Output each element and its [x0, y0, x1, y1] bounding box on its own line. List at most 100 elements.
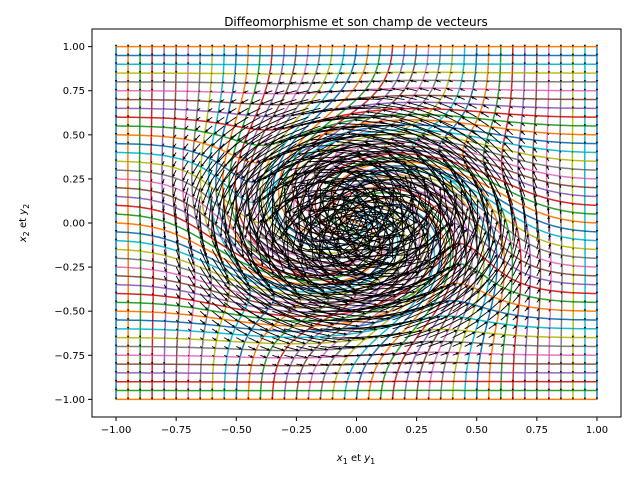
- vector-arrow-head: [490, 343, 493, 347]
- vector-arrow: [583, 388, 587, 391]
- vector-arrow: [138, 62, 142, 65]
- vector-arrow: [211, 53, 214, 56]
- vector-arrow: [500, 278, 513, 294]
- vector-arrow: [347, 132, 417, 145]
- vector-arrow-head: [537, 248, 541, 253]
- vector-arrow: [475, 388, 478, 391]
- vector-arrow-head: [470, 96, 475, 100]
- vector-arrow: [241, 143, 285, 180]
- x-axis-label: x1 et y1: [336, 453, 375, 466]
- vector-arrow: [361, 104, 393, 109]
- vector-arrow: [488, 221, 498, 259]
- vector-arrow: [511, 379, 514, 383]
- vector-arrow-head: [290, 355, 295, 359]
- vector-arrow: [501, 155, 514, 171]
- vector-arrow-head: [175, 240, 179, 244]
- vector-arrow: [442, 182, 454, 250]
- vector-arrow: [187, 397, 190, 400]
- vector-arrow: [229, 143, 261, 172]
- vector-arrow: [284, 160, 381, 187]
- vector-arrow-head: [357, 96, 361, 100]
- vector-arrow-head: [235, 172, 240, 176]
- vector-arrow-head: [272, 185, 277, 189]
- vector-arrow-head: [462, 155, 466, 159]
- vector-arrow: [438, 149, 478, 189]
- vector-arrow-head: [356, 170, 360, 174]
- vector-arrow: [356, 151, 441, 189]
- vector-arrow-head: [506, 302, 510, 306]
- vector-arrow-head: [234, 123, 238, 126]
- vector-arrow-head: [139, 232, 141, 234]
- vector-arrow: [175, 71, 178, 74]
- vector-arrow: [235, 249, 274, 293]
- vector-arrow: [353, 119, 405, 127]
- vector-arrow: [371, 116, 417, 127]
- vector-arrow-head: [208, 108, 211, 112]
- vector-arrow: [248, 293, 287, 317]
- vector-arrow-head: [450, 72, 452, 74]
- vector-arrow: [114, 282, 118, 286]
- vector-arrow-head: [151, 251, 154, 254]
- vector-arrow-head: [375, 71, 379, 75]
- vector-arrow-head: [196, 117, 200, 121]
- vector-arrow-head: [174, 222, 178, 226]
- vector-arrow: [386, 171, 430, 241]
- vector-arrow-head: [261, 363, 265, 366]
- y-tick-label: 0.50: [63, 130, 85, 141]
- vector-arrow: [475, 44, 478, 47]
- vector-arrow-head: [309, 194, 313, 198]
- vector-arrow: [359, 123, 417, 136]
- vector-arrow: [547, 53, 551, 56]
- vector-arrow-head: [547, 141, 549, 143]
- vector-arrow-head: [186, 108, 188, 110]
- vector-arrow-head: [434, 351, 439, 355]
- vector-arrow-head: [271, 255, 275, 259]
- vector-arrow: [126, 106, 130, 109]
- vector-arrow-head: [474, 124, 479, 128]
- vector-arrow-head: [485, 144, 489, 149]
- vector-arrow-head: [503, 218, 507, 222]
- vector-arrow: [583, 318, 587, 321]
- vector-arrow: [114, 335, 118, 338]
- vector-arrow: [257, 125, 297, 146]
- vector-arrow: [281, 116, 321, 130]
- vector-arrow: [223, 214, 233, 258]
- vector-arrow-head: [310, 372, 313, 375]
- vector-arrow-head: [245, 297, 250, 301]
- vector-arrow-head: [344, 98, 348, 102]
- vector-arrow: [595, 53, 599, 56]
- vector-arrow-head: [428, 316, 432, 320]
- vector-arrow: [422, 101, 441, 109]
- vector-arrow-head: [152, 294, 154, 296]
- vector-arrow-head: [572, 168, 573, 170]
- vector-arrow-head: [325, 363, 330, 367]
- vector-arrow-head: [533, 194, 537, 198]
- vector-arrow: [235, 44, 238, 47]
- vector-arrow-head: [186, 228, 190, 232]
- vector-arrow-head: [235, 262, 239, 266]
- vector-arrow-head: [139, 250, 141, 252]
- vector-arrow-head: [405, 381, 407, 383]
- vector-arrow: [426, 129, 465, 153]
- vector-arrow: [469, 172, 490, 215]
- vector-arrow: [126, 371, 130, 374]
- vector-arrow-head: [396, 134, 401, 137]
- vector-arrow-head: [192, 268, 195, 273]
- vector-arrow-head: [322, 219, 326, 223]
- vector-arrow: [126, 44, 130, 47]
- vector-arrow-head: [572, 265, 574, 267]
- vector-arrow-head: [309, 381, 311, 383]
- vector-arrow-head: [238, 346, 243, 350]
- vector-arrow: [320, 337, 352, 342]
- vector-arrow-head: [189, 312, 193, 316]
- vector-arrow-head: [285, 381, 286, 383]
- vector-arrow-head: [250, 141, 255, 145]
- vector-arrow: [295, 44, 298, 47]
- vector-arrow: [175, 371, 178, 374]
- vector-arrow: [416, 283, 463, 312]
- vector-arrow: [320, 310, 389, 313]
- vector-arrow-head: [269, 172, 273, 176]
- vector-arrow: [257, 116, 285, 130]
- vector-arrow-head: [572, 283, 574, 285]
- vector-arrow-head: [511, 89, 513, 91]
